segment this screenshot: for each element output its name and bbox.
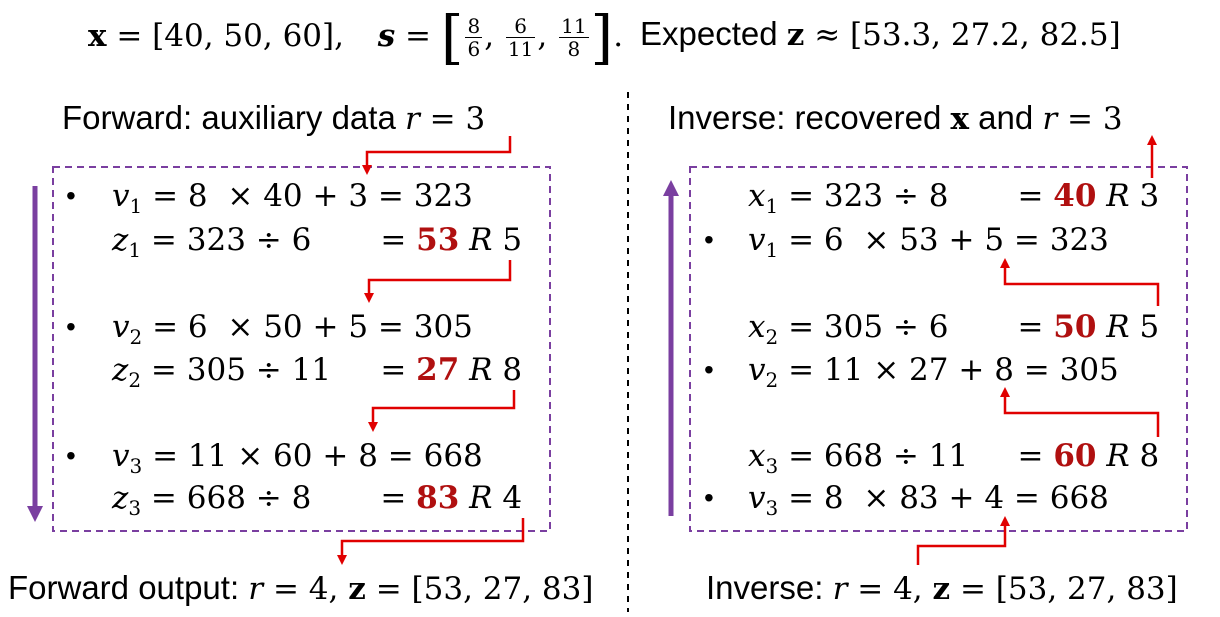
s-vector-equals: = [395, 18, 441, 54]
inverse-remainder-3: 8 [1139, 438, 1160, 474]
inverse-quotient-3: 60 [1053, 438, 1097, 474]
forward-title-text: Forward: auxiliary data [62, 99, 405, 136]
forward-title: Forward: auxiliary data r = 3 [62, 96, 485, 140]
expected-label: Expected [640, 15, 787, 52]
s-vector-end: . [613, 18, 624, 54]
s-right-bracket: ] [590, 3, 614, 72]
forward-z2-line: z2 = 305 ÷ 11 = 27 R 8 [112, 352, 523, 393]
forward-arrow-r4 [337, 518, 525, 565]
forward-bullet-3: • [66, 440, 76, 471]
expected-z: Expected z ≈ [53.3, 27.2, 82.5] [640, 10, 1121, 58]
s-left-bracket: [ [440, 3, 464, 72]
inverse-input-text: Inverse: [706, 569, 833, 606]
forward-arrow-r3 [362, 136, 512, 175]
forward-bullet-2: • [66, 311, 76, 342]
forward-v3-line: v3 = 11 × 60 + 8 = 668 [112, 438, 483, 479]
inverse-quotient-2: 50 [1053, 309, 1097, 345]
inverse-quotient-1: 40 [1053, 178, 1097, 214]
inverse-title-value: = 3 [1057, 101, 1123, 137]
forward-quotient-2: 27 [416, 352, 460, 388]
inverse-x2-line: x2 = 305 ÷ 6 = 50 R 5 [748, 309, 1160, 350]
forward-output: Forward output: r = 4, z = [53, 27, 83] [8, 569, 594, 607]
x-vector-value: = [40, 50, 60], [106, 18, 344, 54]
s-fraction-3: 11 8 [559, 14, 589, 61]
inverse-box [689, 166, 1188, 532]
inverse-arrow-r4 [916, 516, 1010, 565]
forward-v2-line: v2 = 6 × 50 + 5 = 305 [112, 309, 473, 350]
inverse-remainder-1: 3 [1139, 178, 1160, 214]
inverse-remainder-2: 5 [1139, 309, 1160, 345]
forward-v1-line: v1 = 8 × 40 + 3 = 323 [112, 178, 473, 219]
inverse-bullet-1: • [704, 224, 714, 255]
forward-quotient-1: 53 [416, 222, 460, 258]
inverse-title-text: Inverse: recovered [668, 99, 951, 136]
inverse-arrow-r8 [1000, 387, 1160, 437]
forward-output-text: Forward output: [8, 569, 249, 606]
forward-remainder-3: 4 [502, 480, 523, 516]
inverse-input-value: = [53, 27, 83] [950, 571, 1178, 607]
inverse-x3-line: x3 = 668 ÷ 11 = 60 R 8 [748, 438, 1160, 479]
inverse-arrow-r5 [1000, 258, 1160, 306]
inverse-title: Inverse: recovered x and r = 3 [668, 99, 1123, 137]
inverse-v1-line: v1 = 6 × 53 + 5 = 323 [748, 222, 1109, 263]
inverse-x1-line: x1 = 323 ÷ 8 = 40 R 3 [748, 178, 1160, 219]
inverse-v2-line: v2 = 11 × 27 + 8 = 305 [748, 352, 1119, 393]
forward-quotient-3: 83 [416, 480, 460, 516]
inverse-bullet-3: • [704, 482, 714, 513]
header-equation: x = [40, 50, 60], s = [8 6, 6 11, 11 8]. [88, 3, 624, 72]
forward-z1-line: z1 = 323 ÷ 6 = 53 R 5 [112, 222, 523, 263]
forward-remainder-2: 8 [502, 352, 523, 388]
forward-title-value: = 3 [419, 101, 486, 137]
forward-output-value: = [53, 27, 83] [365, 571, 594, 607]
inverse-bullet-2: • [704, 354, 714, 385]
inverse-input: Inverse: r = 4, z = [53, 27, 83] [706, 569, 1178, 607]
expected-z-value: ≈ [53.3, 27.2, 82.5] [804, 17, 1121, 53]
s-vector-symbol: s [377, 18, 396, 54]
s-fraction-2: 6 11 [505, 14, 536, 61]
inverse-v3-line: v3 = 8 × 83 + 4 = 668 [748, 480, 1109, 521]
forward-remainder-1: 5 [502, 222, 523, 258]
forward-bullet-1: • [66, 180, 76, 211]
expected-z-symbol: z [786, 17, 805, 53]
forward-z3-line: z3 = 668 ÷ 8 = 83 R 4 [112, 480, 523, 521]
forward-title-r: r [404, 101, 420, 137]
forward-box [52, 166, 551, 532]
forward-arrow-r5 [364, 260, 512, 303]
x-vector-symbol: x [88, 18, 107, 54]
forward-arrow-r8 [368, 390, 516, 432]
